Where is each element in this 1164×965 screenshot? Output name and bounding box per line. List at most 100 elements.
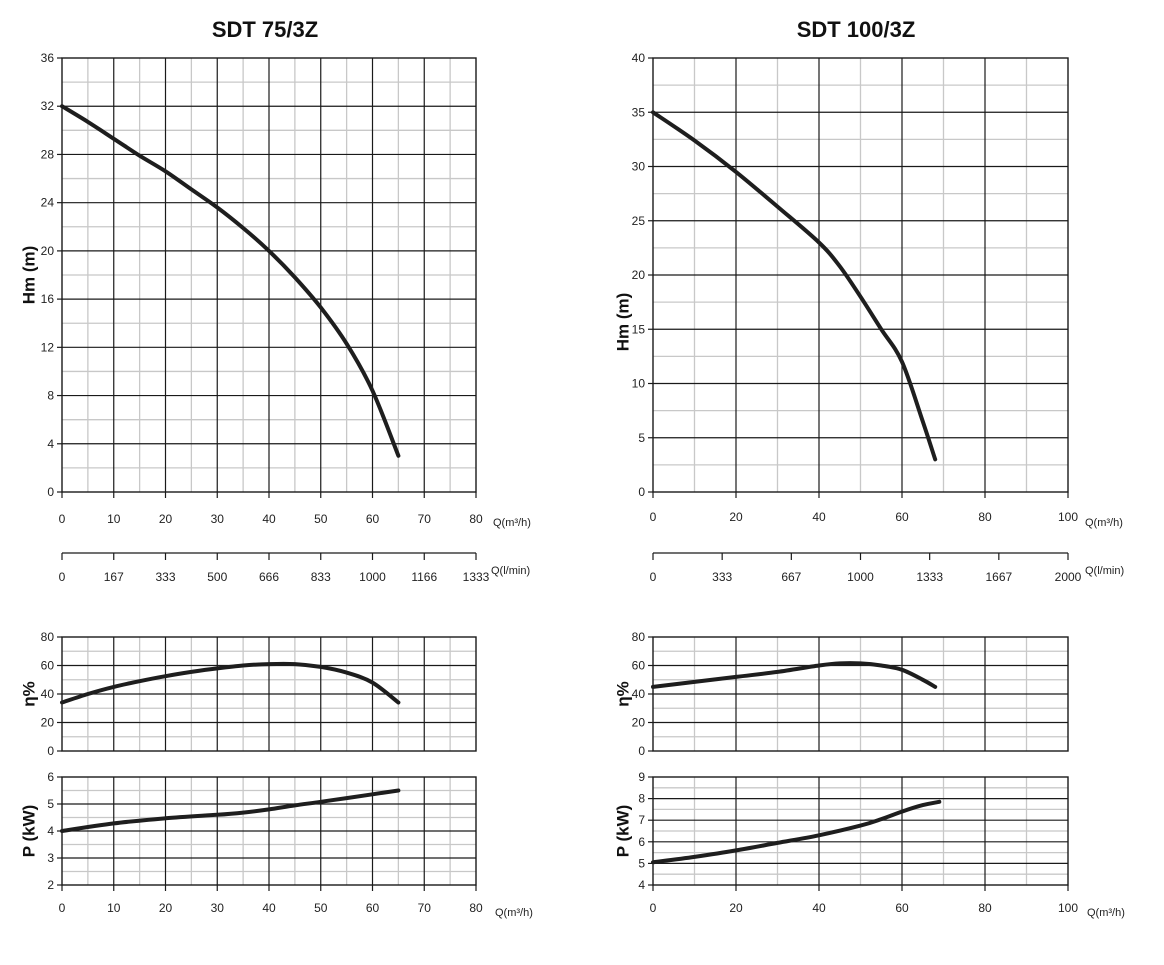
x-tick-label: 60 <box>895 510 909 524</box>
y-tick-label: 60 <box>632 659 646 673</box>
x-tick-label: 50 <box>314 901 328 915</box>
y-tick-label: 6 <box>47 770 54 784</box>
x-tick-label: 20 <box>729 510 743 524</box>
x-tick-label: 40 <box>262 901 276 915</box>
x-tick-label: 40 <box>262 512 276 526</box>
y-tick-label: 8 <box>47 389 54 403</box>
x-tick-label: 167 <box>104 570 124 584</box>
x-tick-label: 30 <box>211 901 225 915</box>
chart-1-efficiency-panel: 0 20 40 60 80 η% <box>613 630 1069 758</box>
y-tick-label: 20 <box>41 244 55 258</box>
y-tick-label: 8 <box>638 792 645 806</box>
x-axis-unit: Q(m³/h) <box>1087 907 1125 919</box>
y-tick-label: 20 <box>41 716 55 730</box>
x-tick-label: 667 <box>781 570 801 584</box>
y-tick-label: 40 <box>632 51 646 65</box>
x-tick-label: 0 <box>59 901 66 915</box>
x-tick-label: 0 <box>650 570 657 584</box>
y-tick-label: 0 <box>638 744 645 758</box>
y-tick-label: 28 <box>41 147 55 161</box>
y-tick-label: 2 <box>47 878 54 892</box>
chart-0-head-panel: 0 4 8 12 16 20 24 28 32 36 Hm (m) 0 10 20 30 40 50 60 70 80… <box>19 51 530 529</box>
chart-1-flow-scale: 0 333 667 1000 1333 1667 2000 Q(l/min) <box>650 552 1124 584</box>
y-tick-label: 0 <box>47 485 54 499</box>
y-tick-label: 32 <box>41 99 55 113</box>
x-tick-label: 1667 <box>985 570 1012 584</box>
chart-title: SDT 100/3Z <box>797 17 916 42</box>
x-tick-label: 60 <box>366 901 380 915</box>
x-axis-unit: Q(m³/h) <box>495 907 533 919</box>
x-axis-unit: Q(m³/h) <box>493 517 531 529</box>
y-tick-label: 4 <box>638 878 645 892</box>
y-tick-label: 7 <box>638 813 645 827</box>
x-axis-unit: Q(l/min) <box>491 565 530 577</box>
y-tick-label: 6 <box>638 835 645 849</box>
y-tick-label: 80 <box>41 630 55 644</box>
x-tick-label: 0 <box>59 570 66 584</box>
y-axis-label: P (kW) <box>19 805 38 858</box>
plot-frame <box>652 776 1069 886</box>
chart-0-power-panel: 2 3 4 5 6 P (kW) 0 10 20 30 40 50 60 70 80 Q(m³/h) <box>19 770 532 919</box>
x-tick-label: 80 <box>469 512 483 526</box>
x-tick-label: 20 <box>159 512 173 526</box>
chart-1-power-panel: 4 5 6 7 8 9 P (kW) 0 20 40 60 80 100 Q(m³/h) <box>613 770 1124 919</box>
y-tick-label: 40 <box>41 687 55 701</box>
x-tick-label: 40 <box>812 901 826 915</box>
x-tick-label: 500 <box>207 570 227 584</box>
y-tick-label: 0 <box>47 744 54 758</box>
x-tick-label: 100 <box>1058 901 1078 915</box>
x-tick-label: 333 <box>155 570 175 584</box>
y-tick-label: 24 <box>41 196 55 210</box>
y-tick-label: 5 <box>47 797 54 811</box>
x-tick-label: 60 <box>895 901 909 915</box>
x-tick-label: 10 <box>107 901 121 915</box>
chart-0-efficiency-panel: 0 20 40 60 80 η% <box>19 630 477 758</box>
y-tick-label: 5 <box>638 856 645 870</box>
x-tick-label: 80 <box>978 510 992 524</box>
y-axis-label: η% <box>19 681 38 707</box>
x-tick-label: 0 <box>59 512 66 526</box>
power-curve <box>651 799 942 865</box>
x-tick-label: 1000 <box>359 570 386 584</box>
x-tick-label: 30 <box>211 512 225 526</box>
x-tick-label: 1166 <box>411 570 437 584</box>
x-tick-label: 70 <box>418 901 432 915</box>
x-tick-label: 1333 <box>463 570 490 584</box>
y-tick-label: 10 <box>632 377 646 391</box>
chart-title: SDT 75/3Z <box>212 17 318 42</box>
x-tick-label: 333 <box>712 570 732 584</box>
x-tick-label: 10 <box>107 512 121 526</box>
head-curve <box>60 104 401 458</box>
y-tick-label: 15 <box>632 322 646 336</box>
y-tick-label: 30 <box>632 160 646 174</box>
y-tick-label: 25 <box>632 214 646 228</box>
x-axis-unit: Q(m³/h) <box>1085 517 1123 529</box>
x-axis-unit: Q(l/min) <box>1085 565 1124 577</box>
y-axis-label: Hm (m) <box>19 246 38 305</box>
x-tick-label: 20 <box>159 901 173 915</box>
y-tick-label: 16 <box>41 292 55 306</box>
x-tick-label: 40 <box>812 510 826 524</box>
y-tick-label: 4 <box>47 437 54 451</box>
x-tick-label: 833 <box>311 570 331 584</box>
y-tick-label: 60 <box>41 659 55 673</box>
y-tick-label: 4 <box>47 824 54 838</box>
x-tick-label: 666 <box>259 570 279 584</box>
y-tick-label: 5 <box>638 431 645 445</box>
y-tick-label: 35 <box>632 105 646 119</box>
chart-0-flow-scale: 0 167 333 500 666 833 1000 1166 1333 Q(l/min) <box>59 552 530 584</box>
power-curve <box>60 788 401 833</box>
x-tick-label: 20 <box>729 901 743 915</box>
chart-1-head-panel: 0 5 10 15 20 25 30 35 40 Hm (m) 0 20 40 60 80 100 Q(m³/h… <box>613 51 1122 529</box>
x-tick-label: 80 <box>469 901 483 915</box>
x-tick-label: 2000 <box>1055 570 1082 584</box>
y-axis-label: Hm (m) <box>613 293 632 352</box>
y-tick-label: 36 <box>41 51 55 65</box>
x-tick-label: 60 <box>366 512 380 526</box>
x-tick-label: 50 <box>314 512 328 526</box>
head-curve <box>651 110 938 462</box>
x-tick-label: 0 <box>650 901 657 915</box>
efficiency-curve <box>60 661 401 705</box>
efficiency-curve <box>651 661 938 689</box>
